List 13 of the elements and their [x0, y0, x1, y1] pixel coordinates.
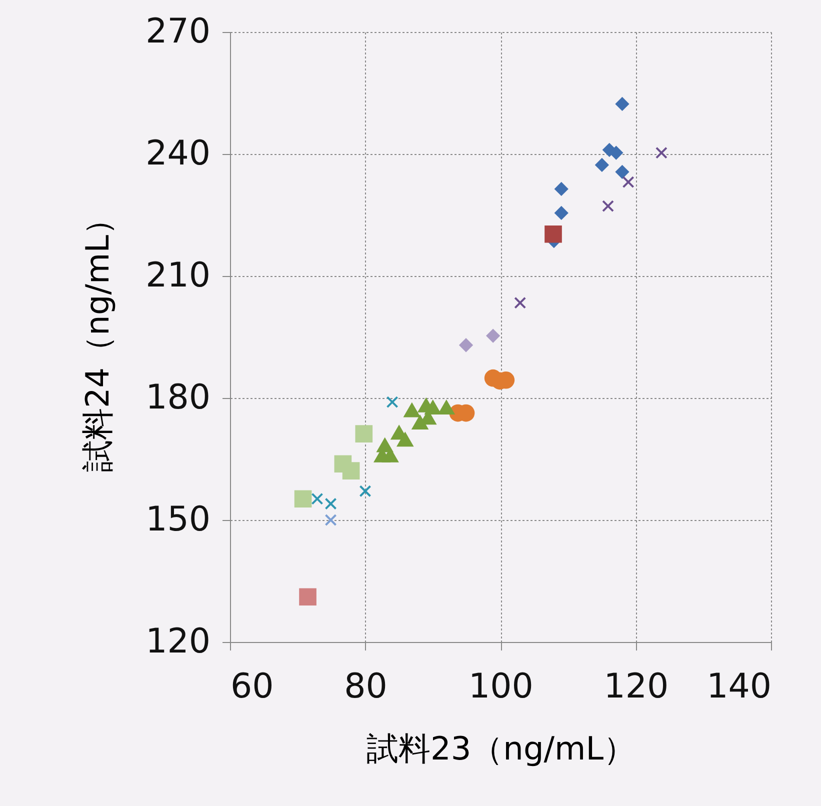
y-tick-label: 120: [146, 622, 210, 662]
y-tick-label: 240: [146, 134, 210, 174]
y-axis-title: 試料24（ng/mL）: [78, 202, 117, 472]
x-tick-label: 60: [230, 666, 274, 706]
x-tick-label: 140: [706, 666, 772, 706]
y-tick-label: 180: [146, 378, 210, 418]
y-tick-label: 150: [146, 500, 210, 540]
y-tick-label: 210: [146, 256, 210, 296]
x-tick-label: 100: [468, 666, 534, 706]
y-tick-label: 270: [146, 12, 210, 52]
x-tick-label: 120: [604, 666, 669, 706]
x-tick-label: 80: [344, 666, 388, 706]
x-axis-title: 試料23（ng/mL）: [366, 730, 636, 768]
